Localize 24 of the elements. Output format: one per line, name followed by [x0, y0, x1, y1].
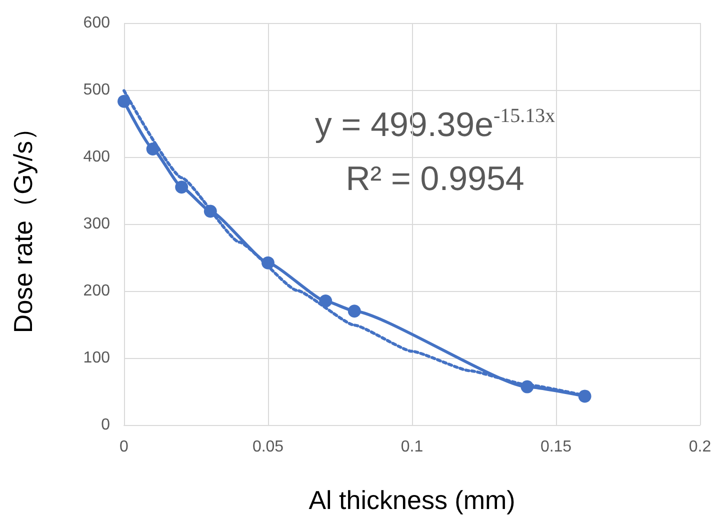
point [204, 204, 217, 218]
point [348, 304, 361, 318]
x-tick-label: 0.2 [688, 438, 712, 456]
x-tick-label: 0.1 [400, 438, 424, 456]
point [319, 294, 332, 308]
y-tick-label: 400 [83, 148, 110, 166]
x-axis-title: Al thickness (mm) [308, 485, 516, 515]
y-tick-label: 0 [101, 416, 110, 434]
y-tick-label: 200 [83, 282, 110, 300]
y-tick-label: 500 [83, 82, 110, 98]
annotation: R² = 0.9954 [346, 160, 524, 198]
y-tick-label: 600 [83, 14, 110, 32]
x-tick-label: 0.05 [252, 438, 284, 456]
y-tick-label: 100 [83, 350, 110, 366]
x-tick-label: 0 [120, 438, 129, 456]
point [175, 180, 188, 194]
point [520, 380, 534, 394]
point [262, 256, 274, 270]
point [146, 142, 160, 156]
x-tick-label: 0.15 [540, 438, 572, 456]
y-axis-title: Dose rate（Gy/s） [8, 114, 38, 334]
y-tick-label: 300 [83, 216, 110, 232]
point [118, 94, 130, 108]
point [578, 390, 592, 403]
